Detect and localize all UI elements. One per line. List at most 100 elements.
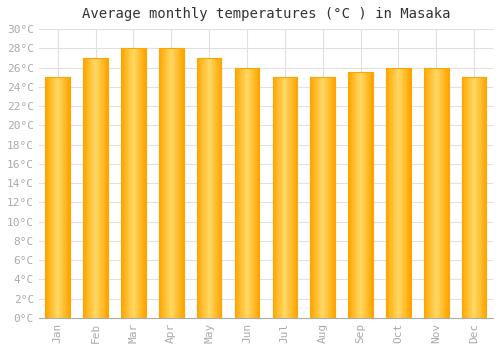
Bar — [126, 48, 127, 318]
Bar — [238, 68, 239, 318]
Bar — [388, 68, 390, 318]
Bar — [163, 48, 164, 318]
Bar — [316, 77, 317, 318]
Bar — [402, 68, 404, 318]
Bar — [404, 68, 405, 318]
Bar — [141, 48, 142, 318]
Bar — [310, 77, 311, 318]
Bar — [314, 77, 316, 318]
Bar — [140, 48, 141, 318]
Bar — [475, 77, 476, 318]
Bar — [247, 68, 248, 318]
Bar — [286, 77, 288, 318]
Bar — [349, 72, 350, 318]
Bar — [168, 48, 169, 318]
Bar — [123, 48, 124, 318]
Bar — [465, 77, 466, 318]
Bar — [86, 58, 88, 318]
Bar — [164, 48, 166, 318]
Bar — [145, 48, 146, 318]
Bar — [212, 58, 214, 318]
Bar — [440, 68, 441, 318]
Bar — [206, 58, 208, 318]
Bar — [48, 77, 50, 318]
Bar — [142, 48, 144, 318]
Bar — [64, 77, 65, 318]
Bar — [396, 68, 397, 318]
Bar — [282, 77, 283, 318]
Bar — [53, 77, 54, 318]
Bar — [93, 58, 94, 318]
Bar — [364, 72, 366, 318]
Bar — [272, 77, 274, 318]
Bar — [317, 77, 318, 318]
Bar — [288, 77, 289, 318]
Bar — [290, 77, 292, 318]
Bar — [470, 77, 471, 318]
Bar — [296, 77, 297, 318]
Bar — [66, 77, 67, 318]
Bar — [134, 48, 135, 318]
Bar — [92, 58, 93, 318]
Bar — [428, 68, 429, 318]
Bar — [429, 68, 430, 318]
Bar — [256, 68, 257, 318]
Bar — [254, 68, 255, 318]
Bar — [220, 58, 222, 318]
Bar — [476, 77, 478, 318]
Bar — [324, 77, 325, 318]
Bar — [160, 48, 162, 318]
Bar — [359, 72, 360, 318]
Bar — [50, 77, 51, 318]
Bar — [436, 68, 437, 318]
Bar — [51, 77, 52, 318]
Bar — [360, 72, 362, 318]
Bar — [320, 77, 321, 318]
Bar — [240, 68, 242, 318]
Bar — [202, 58, 203, 318]
Bar — [198, 58, 200, 318]
Bar — [331, 77, 332, 318]
Bar — [97, 58, 98, 318]
Bar — [443, 68, 444, 318]
Bar — [292, 77, 293, 318]
Bar — [327, 77, 328, 318]
Bar — [234, 68, 236, 318]
Bar — [350, 72, 352, 318]
Bar — [216, 58, 218, 318]
Bar — [386, 68, 387, 318]
Bar — [399, 68, 400, 318]
Bar — [332, 77, 334, 318]
Bar — [67, 77, 68, 318]
Bar — [205, 58, 206, 318]
Bar — [250, 68, 251, 318]
Bar — [313, 77, 314, 318]
Bar — [177, 48, 178, 318]
Bar — [242, 68, 243, 318]
Bar — [353, 72, 354, 318]
Bar — [437, 68, 438, 318]
Bar — [478, 77, 479, 318]
Bar — [52, 77, 53, 318]
Bar — [284, 77, 285, 318]
Bar — [363, 72, 364, 318]
Bar — [275, 77, 276, 318]
Bar — [362, 72, 363, 318]
Bar — [408, 68, 409, 318]
Bar — [474, 77, 475, 318]
Bar — [397, 68, 398, 318]
Bar — [289, 77, 290, 318]
Bar — [462, 77, 464, 318]
Bar — [471, 77, 472, 318]
Bar — [125, 48, 126, 318]
Bar — [169, 48, 170, 318]
Bar — [370, 72, 371, 318]
Bar — [98, 58, 99, 318]
Bar — [88, 58, 89, 318]
Bar — [312, 77, 313, 318]
Bar — [47, 77, 48, 318]
Bar — [278, 77, 279, 318]
Bar — [103, 58, 104, 318]
Bar — [135, 48, 136, 318]
Bar — [398, 68, 399, 318]
